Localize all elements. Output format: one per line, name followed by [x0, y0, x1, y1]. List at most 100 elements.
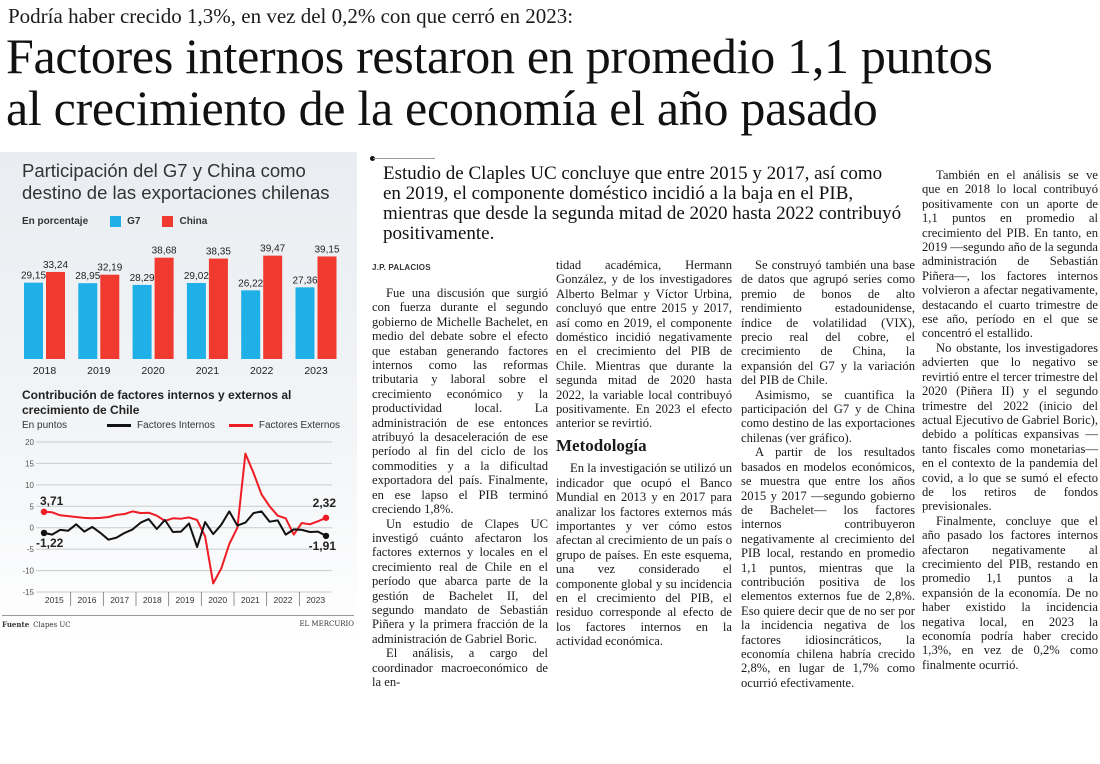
- bar-china-2023: [317, 256, 337, 359]
- bar-g7-2021: [186, 282, 206, 359]
- bar-china-2021: [208, 258, 228, 359]
- article-column-1: Fue una discusión que surgió con fuerza …: [372, 286, 548, 689]
- x-tick-label: 2015: [45, 595, 64, 605]
- y-tick-label: -5: [27, 545, 35, 554]
- legend-swatch-g7: [110, 216, 122, 227]
- lead-rule: [373, 158, 435, 159]
- bar-value-label: 29,02: [184, 271, 209, 282]
- data-label-internos-end: -1,91: [309, 539, 337, 553]
- bar-china-2018: [46, 271, 65, 359]
- bar-value-label: 38,35: [206, 247, 231, 258]
- bar-chart-unit: En porcentaje: [22, 216, 89, 227]
- paragraph: tidad académica, Hermann González, y de …: [556, 258, 732, 431]
- infographic: Participación del G7 y China como destin…: [0, 152, 357, 642]
- bar-value-label: 27,36: [292, 275, 317, 286]
- legend-item-china: China: [162, 216, 207, 227]
- y-tick-label: 10: [25, 481, 34, 490]
- data-label-internos-start: -1,22: [36, 536, 64, 550]
- legend-swatch-china: [162, 216, 174, 227]
- kicker: Podría haber crecido 1,3%, en vez del 0,…: [8, 4, 574, 28]
- article-column-3: Se construyó también una base de datos q…: [741, 258, 915, 690]
- headline-line-2: al crecimiento de la economía el año pas…: [6, 80, 878, 136]
- x-tick-label: 2022: [250, 365, 274, 377]
- data-label-externos-start: 3,71: [40, 494, 64, 508]
- legend-label-g7: G7: [127, 216, 141, 227]
- line-chart-unit: En puntos: [22, 420, 68, 431]
- x-tick-label: 2021: [196, 365, 220, 377]
- x-tick-label: 2023: [304, 365, 328, 377]
- legend-item-g7: G7: [110, 216, 140, 227]
- bar-value-label: 38,68: [152, 246, 177, 257]
- x-tick-label: 2020: [208, 595, 227, 605]
- paragraph: El análisis, a cargo del coordinador mac…: [372, 646, 548, 689]
- article-column-4: También en el análisis se ve que en 2018…: [922, 168, 1098, 672]
- bar-value-label: 26,22: [238, 278, 263, 289]
- x-tick-label: 2017: [110, 595, 129, 605]
- bar-china-2019: [100, 274, 120, 359]
- x-tick-label: 2018: [33, 365, 57, 377]
- end-point-marker: [322, 532, 330, 540]
- start-point-marker: [40, 529, 48, 537]
- lead-paragraph: Estudio de Claples UC concluye que entre…: [383, 163, 902, 244]
- paragraph: No obstante, los investigadores advierte…: [922, 340, 1098, 514]
- paragraph: A partir de los resultados basados en mo…: [741, 445, 915, 690]
- x-tick-label: 2021: [241, 595, 260, 605]
- paragraph: Asimismo, se cuantifica la participación…: [741, 387, 915, 445]
- x-tick-label: 2023: [306, 595, 325, 605]
- x-tick-label: 2020: [141, 365, 165, 377]
- end-point-marker: [322, 514, 330, 521]
- series-line-externos: [43, 452, 327, 585]
- start-point-marker: [40, 508, 48, 516]
- graphic-footer: Fuente Clapes UC EL MERCURIO: [2, 615, 354, 629]
- x-tick-label: 2016: [78, 595, 97, 605]
- bar-value-label: 32,19: [97, 263, 122, 274]
- legend-item-externos: Factores Externos: [228, 420, 341, 431]
- bar-g7-2023: [295, 287, 315, 359]
- paragraph: Un estudio de Clapes UC investigó cuánto…: [372, 516, 548, 646]
- bar-value-label: 33,24: [43, 260, 68, 271]
- y-tick-label: -15: [22, 588, 34, 597]
- source-line: Fuente Clapes UC: [2, 620, 71, 629]
- paragraph: Fue una discusión que surgió con fuerza …: [372, 286, 548, 517]
- data-label-externos-end: 2,32: [313, 496, 337, 510]
- publisher: EL MERCURIO: [299, 620, 354, 628]
- bar-china-2022: [263, 255, 283, 359]
- bar-china-2020: [154, 257, 174, 359]
- legend-label-internos: Factores Internos: [137, 420, 215, 431]
- article-column-2: tidad académica, Hermann González, y de …: [556, 258, 732, 649]
- legend-line-externos: [228, 424, 253, 427]
- legend-label-externos: Factores Externos: [258, 420, 341, 431]
- y-tick-label: 5: [30, 502, 35, 511]
- lead-bullet-icon: [370, 156, 375, 161]
- y-tick-label: 20: [25, 438, 34, 447]
- x-tick-label: 2022: [274, 595, 293, 605]
- y-tick-label: 15: [25, 459, 34, 468]
- bar-value-label: 28,95: [75, 271, 100, 282]
- source-name: Clapes UC: [33, 621, 71, 629]
- byline: J.P. PALACIOS: [372, 263, 431, 272]
- paragraph: En la investigación se utilizó un indica…: [556, 461, 732, 649]
- bar-g7-2019: [78, 283, 98, 359]
- headline: Factores internos restaron en promedio 1…: [6, 30, 1096, 134]
- paragraph: También en el análisis se ve que en 2018…: [922, 168, 1098, 341]
- y-tick-label: 0: [30, 524, 35, 533]
- x-tick-label: 2019: [176, 595, 195, 605]
- bar-g7-2022: [241, 290, 261, 359]
- bar-value-label: 29,15: [21, 271, 46, 282]
- x-tick-label: 2018: [143, 595, 162, 605]
- y-tick-label: -10: [22, 567, 34, 576]
- bar-g7-2018: [24, 282, 43, 359]
- series-line-internos: [43, 510, 327, 548]
- bar-chart-title: Participación del G7 y China como destin…: [22, 160, 330, 203]
- line-chart-legend: En puntos Factores Internos Factores Ext…: [22, 420, 342, 431]
- legend-item-internos: Factores Internos: [107, 420, 215, 431]
- x-tick-label: 2019: [87, 365, 111, 377]
- bar-chart-legend: En porcentaje G7 China: [22, 216, 207, 227]
- bar-value-label: 39,15: [314, 244, 339, 255]
- source-label: Fuente: [2, 620, 30, 629]
- bar-value-label: 28,29: [130, 273, 155, 284]
- legend-line-internos: [107, 424, 132, 427]
- paragraph: Se construyó también una base de datos q…: [741, 258, 915, 388]
